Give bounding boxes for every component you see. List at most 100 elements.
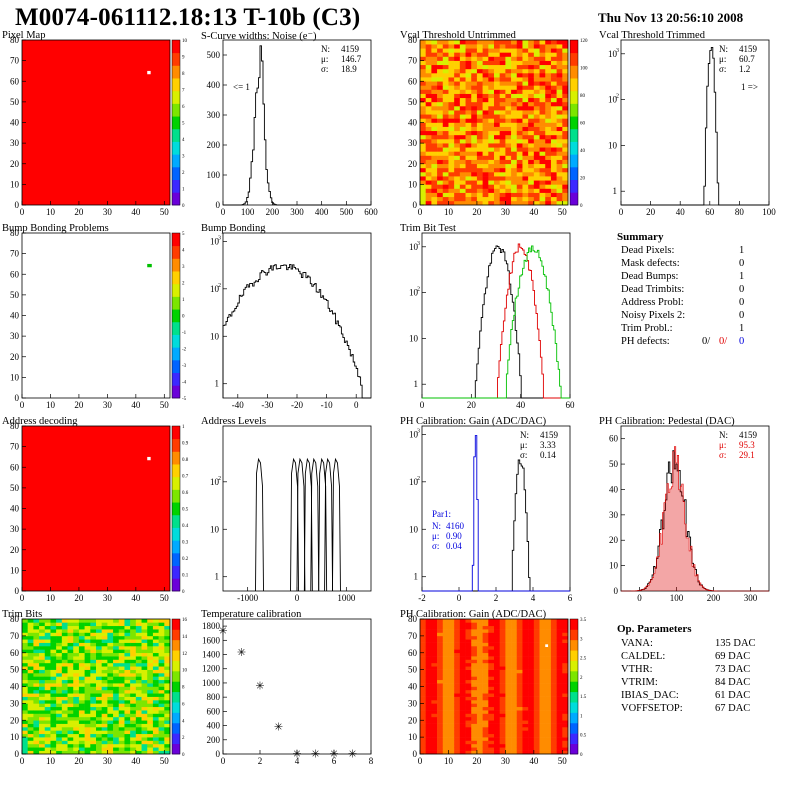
map-cell — [437, 93, 444, 99]
map-cell — [454, 122, 461, 127]
map-cell — [528, 703, 535, 708]
map-cell — [550, 180, 557, 185]
map-cell — [420, 126, 426, 132]
map-cell — [494, 97, 500, 103]
map-cell — [420, 48, 426, 53]
map-cell — [511, 114, 518, 119]
map-cell — [448, 52, 455, 57]
map-cell — [44, 700, 51, 704]
map-cell — [533, 673, 540, 677]
map-cell — [488, 40, 495, 45]
map-cell — [22, 733, 28, 738]
map-cell — [67, 652, 74, 657]
map-cell — [471, 151, 478, 156]
map-cell — [96, 689, 102, 694]
map-cell — [550, 192, 557, 198]
map-cell — [425, 93, 432, 99]
map-cell — [96, 706, 102, 711]
map-cell — [533, 652, 540, 657]
map-cell — [442, 737, 449, 741]
panel-ph-pedestal: PH Calibration: Pedestal (DAC) 0 100 200 30… — [597, 416, 796, 609]
map-cell — [505, 619, 512, 623]
map-cell — [431, 716, 438, 721]
map-cell — [511, 693, 518, 697]
map-cell — [459, 85, 466, 90]
map-cell — [442, 48, 449, 53]
map-cell — [96, 733, 102, 738]
map-cell — [73, 669, 80, 674]
map-cell — [141, 693, 148, 697]
map-cell — [152, 659, 159, 664]
map-cell — [78, 669, 85, 674]
timestamp: Thu Nov 13 20:56:10 2008 — [598, 10, 744, 25]
map-cell — [539, 184, 546, 189]
map-cell — [459, 192, 466, 198]
map-cell — [84, 629, 91, 633]
map-cell — [425, 114, 432, 119]
map-cell — [550, 110, 557, 115]
map-cell — [96, 740, 102, 745]
map-cell — [44, 747, 51, 751]
map-cell — [420, 662, 426, 667]
map-cell — [482, 172, 489, 177]
panel-title: Address Levels — [201, 416, 267, 427]
map-cell — [522, 706, 529, 711]
map-fill — [22, 40, 170, 205]
map-cell — [454, 652, 461, 657]
map-cell — [562, 683, 569, 687]
map-cell — [476, 110, 483, 115]
map-cell — [135, 703, 142, 708]
map-cell — [465, 77, 472, 82]
map-cell — [533, 48, 540, 53]
map-cell — [465, 696, 472, 701]
map-cell — [505, 632, 512, 637]
map-cell — [27, 625, 34, 630]
map-cell — [420, 710, 426, 714]
y-tick-label: 40 — [609, 484, 619, 494]
map-cell — [499, 176, 506, 181]
map-cell — [556, 81, 563, 86]
map-cell — [141, 723, 148, 728]
z-tick-label: 0.2 — [182, 557, 189, 562]
map-cell — [539, 706, 546, 711]
map-cell — [454, 93, 461, 99]
map-cell — [61, 632, 68, 637]
map-cell — [505, 68, 512, 74]
map-cell — [442, 134, 449, 140]
map-cell — [482, 727, 489, 731]
map-cell — [471, 56, 478, 61]
x-tick-label: 10 — [444, 207, 454, 217]
map-cell — [164, 727, 171, 731]
map-cell — [124, 642, 131, 647]
map-cell — [511, 101, 518, 107]
y-tick-label: 20 — [408, 715, 418, 725]
map-cell — [499, 706, 506, 711]
map-cell — [67, 649, 74, 654]
map-cell — [135, 669, 142, 674]
map-cell — [471, 89, 478, 94]
map-cell — [118, 689, 125, 694]
map-cell — [124, 747, 131, 751]
map-cell — [124, 662, 131, 667]
map-cell — [511, 64, 518, 70]
map-cell — [476, 44, 483, 49]
map-cell — [454, 81, 461, 86]
map-cell — [448, 635, 455, 640]
map-cell — [78, 720, 85, 724]
map-cell — [33, 669, 40, 674]
map-cell — [420, 143, 426, 148]
map-cell — [152, 625, 159, 630]
map-cell — [96, 700, 102, 704]
map-cell — [482, 89, 489, 94]
z-scale-cell — [570, 141, 578, 155]
map-cell — [465, 93, 472, 99]
map-cell — [442, 696, 449, 701]
map-cell — [516, 622, 523, 627]
z-tick-label: 9 — [182, 56, 185, 61]
map-cell — [539, 110, 546, 115]
map-cell — [454, 683, 461, 687]
y-tick-label: 80 — [10, 228, 20, 238]
map-cell — [505, 666, 512, 670]
map-cell — [562, 200, 569, 206]
map-cell — [511, 118, 518, 123]
